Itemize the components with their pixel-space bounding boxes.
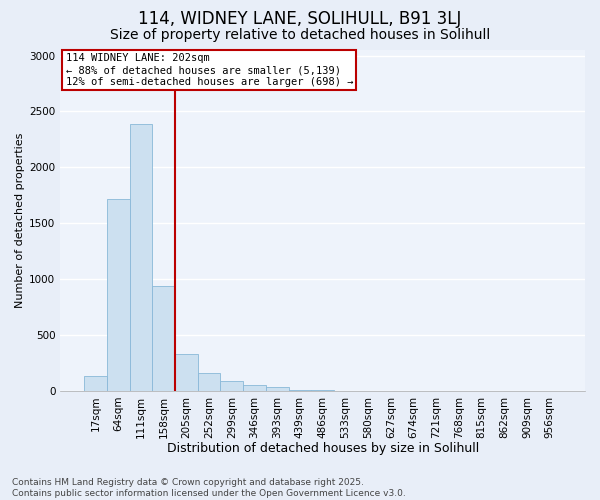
Bar bbox=[198, 373, 220, 391]
Text: Contains HM Land Registry data © Crown copyright and database right 2025.
Contai: Contains HM Land Registry data © Crown c… bbox=[12, 478, 406, 498]
Bar bbox=[152, 286, 175, 391]
Bar bbox=[130, 124, 152, 391]
Bar bbox=[311, 390, 334, 391]
Bar bbox=[243, 384, 266, 391]
Text: 114 WIDNEY LANE: 202sqm
← 88% of detached houses are smaller (5,139)
12% of semi: 114 WIDNEY LANE: 202sqm ← 88% of detache… bbox=[65, 54, 353, 86]
Text: Size of property relative to detached houses in Solihull: Size of property relative to detached ho… bbox=[110, 28, 490, 42]
Bar bbox=[107, 198, 130, 391]
Bar bbox=[266, 388, 289, 391]
Bar bbox=[84, 376, 107, 391]
Text: 114, WIDNEY LANE, SOLIHULL, B91 3LJ: 114, WIDNEY LANE, SOLIHULL, B91 3LJ bbox=[139, 10, 461, 28]
Bar bbox=[220, 382, 243, 391]
Y-axis label: Number of detached properties: Number of detached properties bbox=[15, 132, 25, 308]
X-axis label: Distribution of detached houses by size in Solihull: Distribution of detached houses by size … bbox=[167, 442, 479, 455]
Bar bbox=[289, 390, 311, 391]
Bar bbox=[175, 354, 198, 391]
